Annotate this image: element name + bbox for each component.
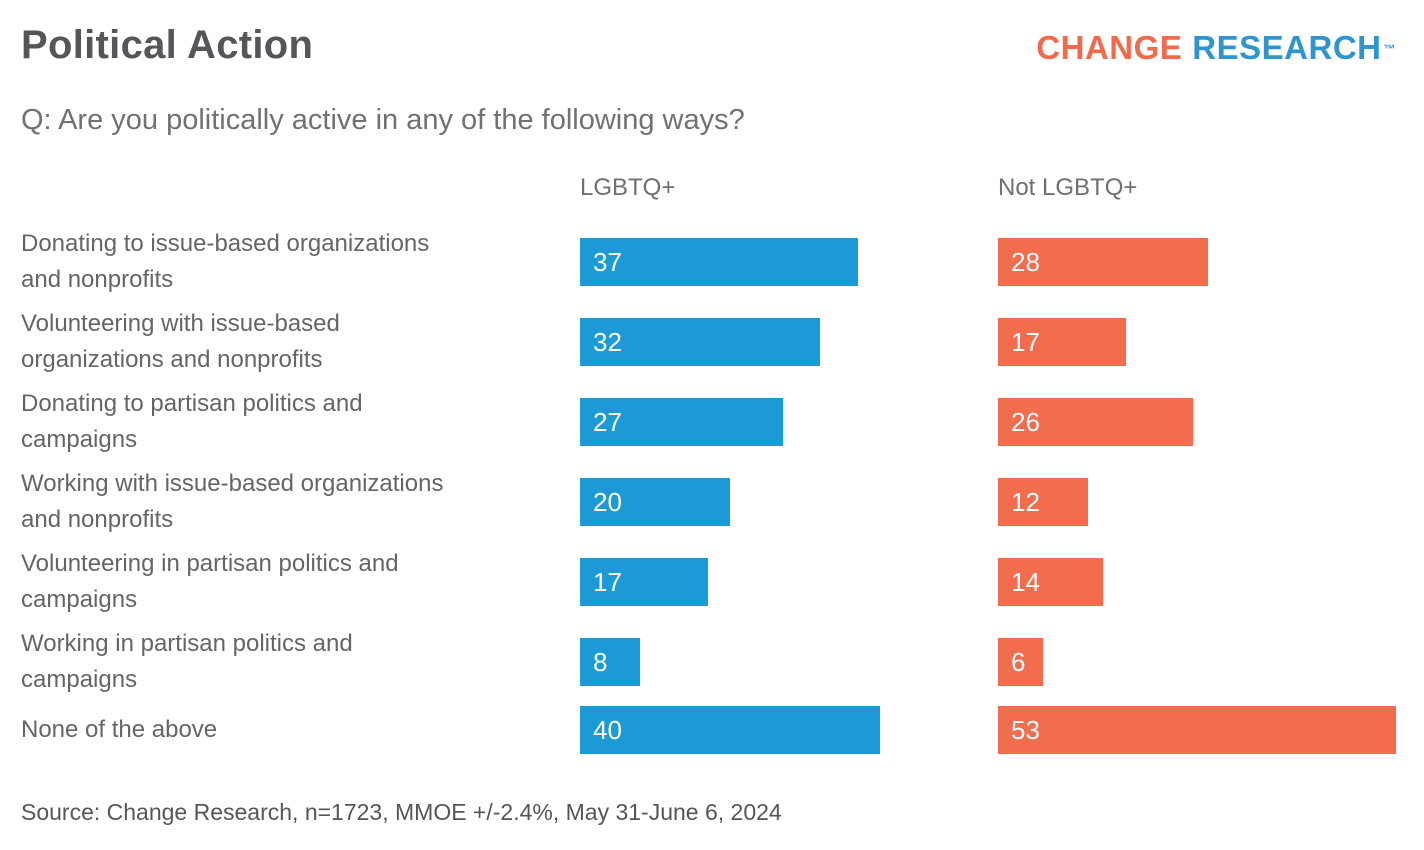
bar-value-lgbtq: 27 bbox=[593, 407, 622, 437]
bar-value-not-lgbtq: 28 bbox=[1011, 247, 1040, 277]
category-label: Volunteering in partisan politics and ca… bbox=[21, 550, 399, 613]
chart-rows: Donating to issue-based organizations an… bbox=[0, 222, 1424, 770]
chart-row: Working with issue-based organizations a… bbox=[0, 462, 1424, 542]
category-label: Volunteering with issue-based organizati… bbox=[21, 310, 340, 373]
bar-lgbtq: 37 bbox=[580, 238, 858, 286]
logo-word-research: RESEARCH bbox=[1192, 29, 1382, 66]
logo-word-change: CHANGE bbox=[1036, 29, 1183, 66]
bar-lgbtq: 27 bbox=[580, 398, 783, 446]
not-lgbtq-bar-cell: 17 bbox=[998, 318, 1424, 366]
bar-value-not-lgbtq: 12 bbox=[1011, 487, 1040, 517]
bar-not-lgbtq: 12 bbox=[998, 478, 1088, 526]
not-lgbtq-bar-cell: 12 bbox=[998, 478, 1424, 526]
column-headers: LGBTQ+ Not LGBTQ+ bbox=[0, 174, 1424, 202]
chart-row: None of the above 40 53 bbox=[0, 690, 1424, 770]
category-label: Working with issue-based organizations a… bbox=[21, 470, 444, 533]
bar-not-lgbtq: 14 bbox=[998, 558, 1103, 606]
bar-not-lgbtq: 53 bbox=[998, 706, 1396, 754]
chart-row: Working in partisan politics and campaig… bbox=[0, 622, 1424, 702]
chart-row: Donating to partisan politics and campai… bbox=[0, 382, 1424, 462]
column-header-not-lgbtq: Not LGBTQ+ bbox=[998, 174, 1138, 201]
category-label: Donating to partisan politics and campai… bbox=[21, 390, 363, 453]
bar-value-lgbtq: 32 bbox=[593, 327, 622, 357]
page-title: Political Action bbox=[21, 23, 314, 67]
chart-row: Volunteering with issue-based organizati… bbox=[0, 302, 1424, 382]
category-label: Donating to issue-based organizations an… bbox=[21, 230, 430, 293]
lgbtq-bar-cell: 40 bbox=[580, 706, 998, 754]
bar-value-lgbtq: 40 bbox=[593, 715, 622, 745]
not-lgbtq-bar-cell: 6 bbox=[998, 638, 1424, 686]
bar-lgbtq: 32 bbox=[580, 318, 820, 366]
bar-not-lgbtq: 26 bbox=[998, 398, 1193, 446]
lgbtq-bar-cell: 27 bbox=[580, 398, 998, 446]
chart-row: Volunteering in partisan politics and ca… bbox=[0, 542, 1424, 622]
bar-not-lgbtq: 28 bbox=[998, 238, 1208, 286]
not-lgbtq-bar-cell: 26 bbox=[998, 398, 1424, 446]
bar-lgbtq: 20 bbox=[580, 478, 730, 526]
bar-value-not-lgbtq: 26 bbox=[1011, 407, 1040, 437]
bar-value-lgbtq: 8 bbox=[593, 647, 608, 677]
lgbtq-bar-cell: 17 bbox=[580, 558, 998, 606]
not-lgbtq-bar-cell: 14 bbox=[998, 558, 1424, 606]
source-note: Source: Change Research, n=1723, MMOE +/… bbox=[21, 799, 782, 825]
bar-value-lgbtq: 20 bbox=[593, 487, 622, 517]
lgbtq-bar-cell: 8 bbox=[580, 638, 998, 686]
lgbtq-bar-cell: 20 bbox=[580, 478, 998, 526]
bar-value-lgbtq: 37 bbox=[593, 247, 622, 277]
bar-value-not-lgbtq: 6 bbox=[1011, 647, 1026, 677]
change-research-logo: CHANGE RESEARCH ™ bbox=[1036, 30, 1396, 66]
bar-not-lgbtq: 6 bbox=[998, 638, 1043, 686]
category-label: None of the above bbox=[21, 716, 218, 743]
lgbtq-bar-cell: 32 bbox=[580, 318, 998, 366]
bar-lgbtq: 8 bbox=[580, 638, 640, 686]
bar-not-lgbtq: 17 bbox=[998, 318, 1126, 366]
chart-row: Donating to issue-based organizations an… bbox=[0, 222, 1424, 302]
bar-value-lgbtq: 17 bbox=[593, 567, 622, 597]
not-lgbtq-bar-cell: 53 bbox=[998, 706, 1424, 754]
lgbtq-bar-cell: 37 bbox=[580, 238, 998, 286]
column-header-spacer bbox=[21, 174, 580, 202]
bar-value-not-lgbtq: 53 bbox=[1011, 715, 1040, 745]
bar-lgbtq: 40 bbox=[580, 706, 880, 754]
bar-value-not-lgbtq: 14 bbox=[1011, 567, 1040, 597]
header-bar: Political Action CHANGE RESEARCH ™ bbox=[0, 0, 1424, 68]
category-label: Working in partisan politics and campaig… bbox=[21, 630, 353, 693]
not-lgbtq-bar-cell: 28 bbox=[998, 238, 1424, 286]
bar-lgbtq: 17 bbox=[580, 558, 708, 606]
column-header-lgbtq: LGBTQ+ bbox=[580, 174, 676, 201]
trademark-symbol: ™ bbox=[1383, 42, 1396, 56]
survey-question: Q: Are you politically active in any of … bbox=[21, 104, 745, 136]
bar-value-not-lgbtq: 17 bbox=[1011, 327, 1040, 357]
